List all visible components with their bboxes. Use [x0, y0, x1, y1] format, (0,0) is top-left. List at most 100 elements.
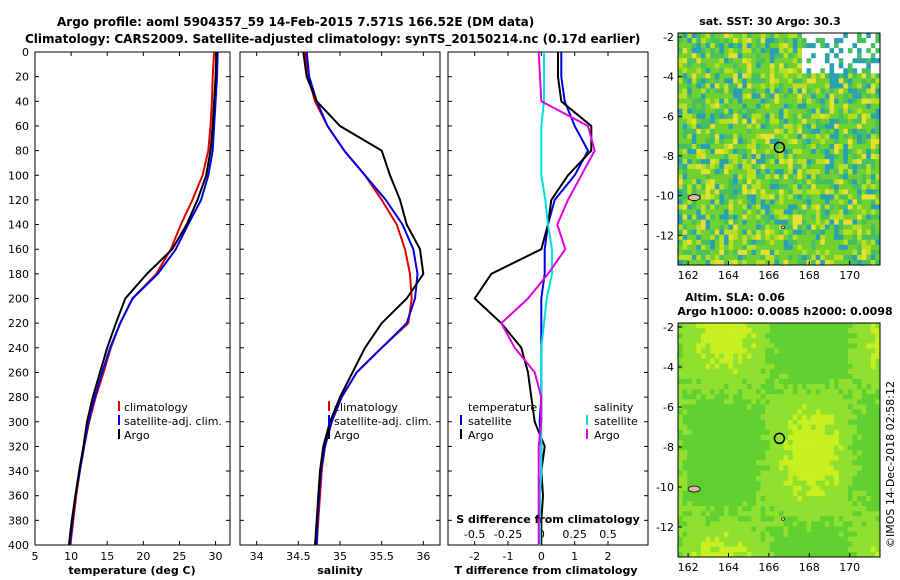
- map-cell: [746, 234, 752, 241]
- map-cell: [870, 78, 876, 84]
- map-cell: [866, 128, 872, 135]
- map-cell: [696, 33, 702, 39]
- map-cell: [815, 521, 821, 527]
- map-cell: [765, 424, 771, 431]
- map-cell: [797, 541, 803, 548]
- map-cell: [687, 353, 693, 359]
- map-cell: [779, 521, 784, 527]
- map-cell: [737, 179, 743, 185]
- map-cell: [829, 358, 835, 364]
- map-cell: [719, 414, 725, 420]
- map-cell: [760, 154, 766, 160]
- map-cell: [824, 53, 830, 59]
- map-cell: [769, 189, 775, 195]
- map-cell: [733, 378, 738, 385]
- map-cell: [710, 323, 716, 329]
- map-cell: [733, 536, 738, 543]
- map-cell: [811, 470, 817, 476]
- map-cell: [792, 378, 798, 385]
- map-cell: [857, 440, 862, 446]
- legend-swatch-climatology: [328, 401, 330, 411]
- map-cell: [746, 254, 752, 261]
- map-cell: [751, 83, 757, 89]
- map-cell: [788, 490, 794, 497]
- map-cell: [678, 58, 683, 64]
- map-cell: [723, 259, 729, 266]
- map-cell: [779, 389, 784, 395]
- map-cell: [682, 214, 688, 220]
- map-cell: [801, 551, 807, 558]
- map-cell: [801, 254, 807, 261]
- map-cell: [870, 214, 876, 220]
- map-cell: [723, 149, 729, 155]
- map-cell: [705, 475, 711, 481]
- map-cell: [861, 133, 867, 140]
- map-cell: [779, 445, 784, 451]
- map-cell: [742, 434, 748, 441]
- map-cell: [733, 353, 738, 359]
- map-cell: [760, 88, 766, 94]
- map-cell: [838, 511, 844, 517]
- map-cell: [875, 526, 881, 532]
- map-cell: [705, 98, 711, 104]
- map-cell: [682, 194, 688, 200]
- map-cell: [820, 541, 826, 548]
- map-cell: [691, 58, 697, 64]
- map-cell: [792, 128, 798, 135]
- map-cell: [829, 348, 835, 354]
- map-cell: [774, 353, 780, 359]
- map-cell: [687, 501, 693, 507]
- map-cell: [678, 48, 683, 54]
- map-cell: [875, 204, 881, 210]
- map-cell: [792, 495, 798, 502]
- x-tick-label: 34: [250, 550, 264, 563]
- map-cell: [829, 501, 835, 507]
- map-cell: [797, 98, 803, 104]
- map-cell: [756, 143, 761, 150]
- depth-tick-label: 200: [8, 293, 29, 306]
- map-cell: [714, 214, 720, 220]
- map-cell: [700, 249, 706, 256]
- map-cell: [829, 93, 835, 99]
- map-cell: [746, 440, 752, 446]
- map-cell: [866, 204, 872, 210]
- map-cell: [815, 460, 821, 466]
- map-cell: [783, 409, 789, 415]
- map-cell: [774, 368, 780, 375]
- map-cell: [705, 409, 711, 415]
- map-cell: [852, 224, 858, 230]
- map-cell: [728, 149, 734, 155]
- map-cell: [746, 485, 752, 492]
- map-cell: [852, 485, 858, 492]
- map-cell: [847, 475, 853, 481]
- map-cell: [779, 38, 784, 44]
- map-cell: [733, 33, 738, 39]
- map-cell: [774, 429, 780, 436]
- map-cell: [861, 224, 867, 230]
- map-cell: [783, 128, 789, 135]
- map-cell: [792, 83, 798, 89]
- map-cell: [728, 58, 734, 64]
- map-cell: [728, 159, 734, 165]
- map-cell: [788, 159, 794, 165]
- map-cell: [700, 348, 706, 354]
- map-cell: [746, 138, 752, 145]
- map-cell: [838, 485, 844, 492]
- x-tick-label: 2: [605, 550, 612, 563]
- map-cell: [742, 546, 748, 553]
- map-cell: [824, 239, 830, 246]
- map-cell: [742, 501, 748, 507]
- map-cell: [696, 546, 702, 553]
- map-cell: [861, 531, 867, 537]
- map-cell: [857, 78, 862, 84]
- map-cell: [797, 88, 803, 94]
- difference-legend-salinity: salinity satellite Argo: [586, 401, 638, 442]
- map-cell: [714, 389, 720, 395]
- map-cell: [829, 338, 835, 344]
- map-cell: [682, 98, 688, 104]
- map-cell: [728, 399, 734, 405]
- map-cell: [857, 214, 862, 220]
- map-cell: [788, 353, 794, 359]
- map-cell: [824, 551, 830, 558]
- map-cell: [792, 475, 798, 481]
